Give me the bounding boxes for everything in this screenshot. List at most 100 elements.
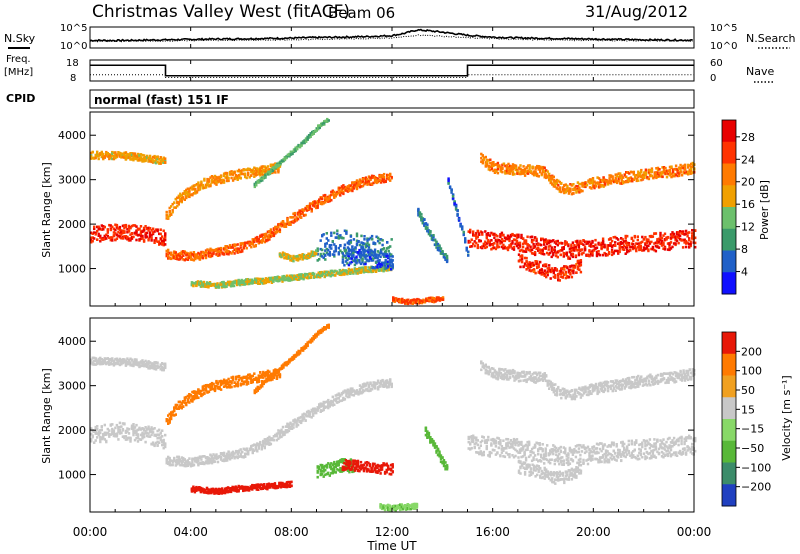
power-echo-cell [517, 233, 520, 237]
power-echo-cell [429, 299, 433, 303]
power-echo-cell [243, 283, 246, 286]
power-echo-cell [659, 231, 662, 235]
power-echo-cell [350, 268, 354, 271]
power-echo-cell [624, 246, 627, 249]
power-echo-cell [234, 281, 237, 285]
power-echo-cell [420, 301, 424, 305]
nsearch-label: N.Search [746, 32, 796, 45]
power-echo-cell [671, 168, 675, 171]
power-echo-band [253, 117, 330, 189]
power-echo-cell [121, 229, 125, 233]
power-echo-cell [380, 264, 384, 268]
power-echo-cell [264, 278, 268, 282]
power-echo-cell [659, 238, 662, 242]
power-echo-cell [319, 271, 322, 274]
power-echo-cell [591, 244, 594, 248]
power-echo-cell [560, 181, 563, 185]
power-echo-cell [379, 251, 382, 255]
power-echo-cell [653, 242, 656, 245]
power-echo-cell [123, 230, 126, 234]
power-echo-cell [148, 231, 152, 235]
power-echo-cell [233, 248, 236, 252]
power-echo-cell [194, 187, 197, 191]
power-echo-cell [570, 246, 573, 250]
power-echo-cell [188, 190, 191, 193]
velocity-echo-cell [100, 437, 103, 441]
power-echo-cell [387, 264, 390, 268]
power-echo-cell [663, 238, 667, 241]
power-echo-cell [586, 253, 590, 257]
power-echo-cell [564, 276, 567, 280]
power-echo-cell [379, 181, 383, 184]
power-echo-cell [274, 163, 278, 167]
power-echo-cell [508, 244, 511, 247]
power-echo-cell [286, 218, 289, 222]
power-echo-cell [141, 234, 144, 238]
power-echo-cell [286, 220, 289, 223]
power-echo-cell [579, 270, 583, 274]
power-echo-cell [625, 175, 628, 179]
velocity-echo-cell [99, 362, 102, 366]
power-echo-cell [473, 244, 476, 248]
power-echo-cell [656, 241, 659, 245]
power-echo-cell [645, 246, 649, 250]
power-echo-cell [258, 277, 261, 281]
power-echo-cell [245, 282, 248, 286]
power-echo-cell [609, 237, 612, 240]
power-echo-cell [576, 243, 579, 247]
power-echo-cell [347, 252, 351, 255]
nave-series-line [90, 74, 694, 78]
power-echo-cell [392, 298, 395, 302]
power-echo-cell [652, 176, 655, 180]
power-echo-cell [416, 297, 419, 301]
power-echo-cell [680, 165, 684, 169]
power-echo-cell [420, 219, 423, 222]
power-echo-cell [174, 206, 177, 209]
power-echo-cell [676, 168, 679, 171]
power-echo-cell [186, 193, 189, 197]
power-echo-cell [347, 271, 351, 274]
power-echo-cell [260, 280, 263, 283]
power-echo-cell [588, 250, 591, 253]
velocity-echo-cell [150, 442, 153, 446]
power-echo-cell [225, 179, 229, 183]
power-echo-cell [537, 246, 540, 250]
power-echo-cell [437, 298, 440, 301]
power-echo-cell [467, 241, 470, 244]
velocity-echo-cell [93, 430, 96, 433]
power-echo-cell [372, 174, 375, 178]
power-echo-cell [144, 233, 147, 237]
power-echo-cell [552, 239, 555, 242]
power-echo-cell [606, 183, 610, 186]
power-echo-cell [566, 266, 569, 270]
power-echo-cell [129, 239, 132, 242]
power-echo-cell [162, 237, 165, 241]
power-echo-cell [579, 261, 583, 264]
power-echo-cell [364, 243, 368, 247]
power-echo-cell [352, 186, 356, 189]
velocity-echo-cell [97, 357, 100, 361]
power-echo-cell [280, 254, 283, 257]
power-echo-cell [164, 236, 167, 239]
power-echo-cell [183, 190, 186, 193]
power-echo-cell [321, 197, 324, 201]
power-echo-cell [154, 158, 158, 162]
power-echo-cell [144, 225, 147, 228]
power-echo-cell [486, 158, 489, 162]
power-echo-cell [335, 271, 338, 275]
power-echo-cell [636, 235, 639, 238]
power-echo-cell [496, 244, 499, 247]
power-echo-cell [320, 274, 323, 278]
power-echo-cell [379, 248, 383, 252]
power-echo-cell [307, 256, 310, 260]
power-echo-cell [377, 254, 381, 257]
power-echo-cell [533, 251, 537, 254]
power-echo-cell [325, 247, 328, 251]
power-echo-cell [612, 236, 615, 239]
power-echo-cell [207, 250, 211, 254]
power-echo-cell [285, 277, 289, 280]
velocity-echo-cell [106, 357, 109, 360]
power-echo-cell [352, 270, 355, 274]
power-echo-cell [138, 227, 141, 231]
